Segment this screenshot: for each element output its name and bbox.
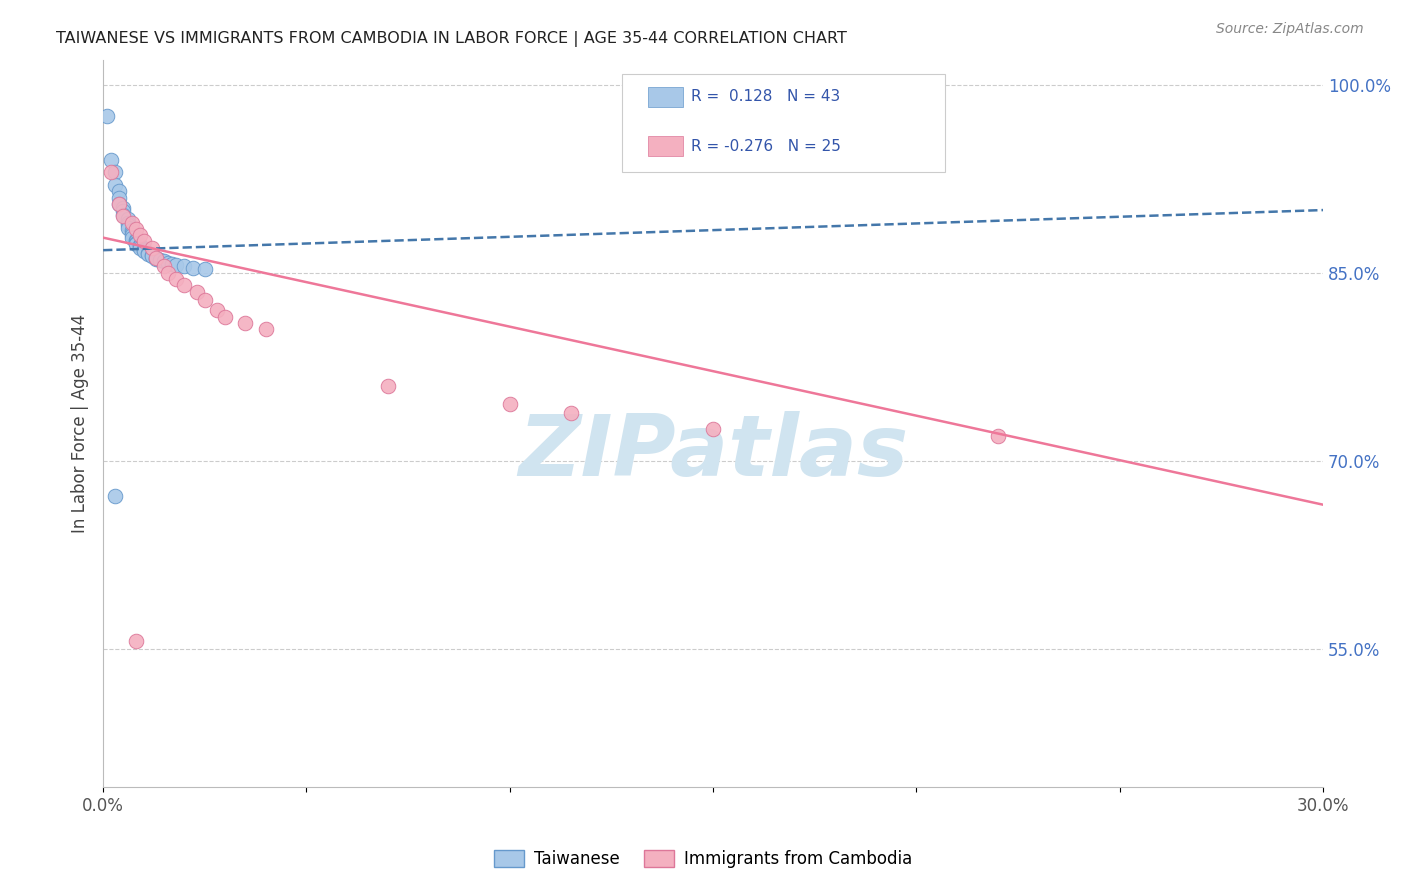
FancyBboxPatch shape (621, 74, 945, 172)
Point (132, 244, 155, 259)
Point (124, 634, 146, 648)
Point (108, 184, 131, 198)
Point (121, 216, 143, 230)
Point (128, 241, 150, 255)
Point (235, 316, 257, 330)
Point (117, 220, 139, 235)
Point (141, 248, 163, 262)
Point (145, 252, 167, 266)
Point (96, 109, 118, 123)
Point (100, 153, 122, 167)
Point (194, 262, 217, 277)
Point (112, 208, 135, 222)
Point (165, 258, 187, 272)
Point (121, 226, 143, 240)
Point (162, 257, 184, 271)
Point (186, 285, 208, 299)
Point (132, 243, 155, 257)
Point (377, 378, 399, 392)
Point (124, 235, 146, 249)
Point (112, 204, 135, 219)
Point (104, 489, 127, 503)
Bar (648, 87, 683, 107)
Point (124, 233, 146, 247)
Point (141, 241, 163, 255)
Point (132, 242, 155, 256)
Point (254, 322, 277, 336)
Point (153, 260, 176, 274)
Point (104, 178, 127, 192)
Point (121, 228, 143, 243)
Point (136, 245, 159, 260)
Point (104, 165, 127, 179)
Point (117, 211, 139, 226)
Point (560, 406, 582, 420)
Point (128, 238, 150, 252)
Point (112, 210, 135, 224)
Bar (648, 136, 683, 156)
Point (128, 239, 150, 253)
Point (173, 278, 195, 293)
Point (173, 260, 195, 274)
Text: R =  0.128   N = 43: R = 0.128 N = 43 (692, 89, 841, 104)
Text: Source: ZipAtlas.com: Source: ZipAtlas.com (1216, 22, 1364, 37)
Point (165, 272, 187, 286)
Y-axis label: In Labor Force | Age 35-44: In Labor Force | Age 35-44 (72, 314, 89, 533)
Point (124, 236, 146, 251)
Point (108, 190, 131, 204)
Point (205, 303, 228, 318)
Point (121, 230, 143, 244)
Point (141, 250, 163, 264)
Point (145, 251, 167, 265)
Point (108, 196, 131, 211)
Point (136, 247, 159, 261)
Point (987, 429, 1010, 443)
Point (117, 216, 139, 230)
Point (128, 228, 150, 243)
Point (499, 397, 522, 411)
Text: R = -0.276   N = 25: R = -0.276 N = 25 (692, 138, 841, 153)
Text: ZIPatlas: ZIPatlas (517, 411, 908, 494)
Point (100, 165, 122, 179)
Point (214, 310, 236, 324)
Text: TAIWANESE VS IMMIGRANTS FROM CAMBODIA IN LABOR FORCE | AGE 35-44 CORRELATION CHA: TAIWANESE VS IMMIGRANTS FROM CAMBODIA IN… (56, 31, 846, 47)
Point (117, 218, 139, 232)
Point (124, 235, 146, 250)
Point (157, 256, 180, 270)
Point (112, 201, 135, 215)
Legend: Taiwanese, Immigrants from Cambodia: Taiwanese, Immigrants from Cambodia (486, 843, 920, 875)
Point (194, 293, 217, 308)
Point (181, 260, 204, 275)
Point (153, 254, 176, 268)
Point (702, 422, 724, 436)
Point (124, 222, 146, 236)
Point (149, 253, 172, 268)
Point (108, 196, 131, 211)
Point (145, 251, 167, 265)
Point (132, 235, 155, 249)
Point (157, 266, 180, 280)
Point (121, 223, 143, 237)
